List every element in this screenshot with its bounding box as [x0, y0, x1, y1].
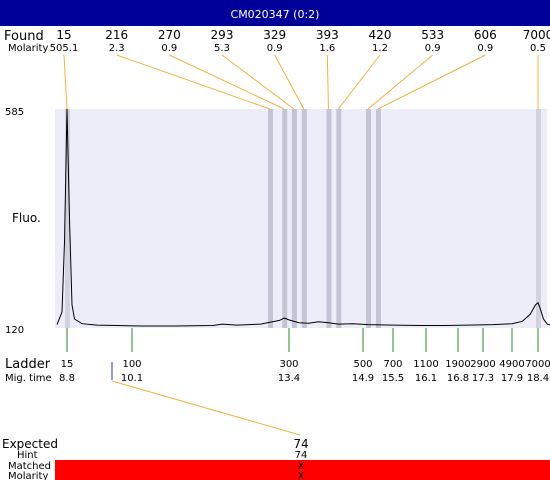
- found-connector: [169, 54, 285, 110]
- peak-band: [282, 109, 288, 328]
- molarity-bottom-value: X: [298, 471, 305, 480]
- found-molarity-label: 0.9: [267, 43, 283, 54]
- ladder-time-label: 16.1: [415, 373, 437, 384]
- peak-band: [301, 109, 307, 328]
- found-molarity-label: 2.3: [109, 43, 125, 54]
- peak-band: [267, 109, 273, 328]
- matched-label: Matched: [8, 461, 51, 472]
- found-molarity-label: 0.9: [425, 43, 441, 54]
- ladder-size-label: 1100: [413, 359, 438, 370]
- peak-band: [336, 109, 342, 328]
- found-connector: [221, 54, 295, 110]
- y-min-label: 120: [5, 325, 24, 336]
- found-connector: [326, 54, 329, 110]
- found-connector: [377, 54, 486, 110]
- ladder-size-label: 7000: [525, 359, 550, 370]
- peak-band: [65, 109, 70, 328]
- found-molarity-label: 505.1: [50, 43, 79, 54]
- hint-value: 74: [295, 450, 308, 461]
- ladder-row-label: Ladder: [5, 357, 51, 372]
- found-size-label: 533: [421, 28, 444, 42]
- found-size-label: 216: [105, 28, 128, 42]
- hint-connector-line: [111, 380, 301, 436]
- ladder-size-label: 15: [61, 359, 74, 370]
- peak-band: [366, 109, 371, 328]
- ladder-size-label: 500: [353, 359, 372, 370]
- found-size-label: 393: [316, 28, 339, 42]
- molarity-row-label: Molarity: [8, 43, 48, 54]
- ladder-time-label: 13.4: [278, 373, 300, 384]
- molarity-bottom-label: Molarity: [8, 471, 48, 480]
- ladder-time-label: 10.1: [121, 373, 143, 384]
- found-molarity-label: 0.9: [477, 43, 493, 54]
- found-molarity-label: 5.3: [214, 43, 230, 54]
- found-size-label: 15: [56, 28, 71, 42]
- migtime-row-label: Mig. time: [5, 373, 52, 384]
- peak-band: [291, 109, 297, 328]
- found-connector: [337, 54, 381, 110]
- found-row-label: Found: [4, 29, 44, 44]
- found-connector: [274, 54, 305, 110]
- plot-area: [55, 109, 547, 328]
- peak-band: [376, 109, 381, 328]
- ladder-size-label: 4900: [499, 359, 524, 370]
- found-size-label: 329: [263, 28, 286, 42]
- ladder-size-label: 1900: [445, 359, 470, 370]
- ladder-size-label: 300: [279, 359, 298, 370]
- found-molarity-label: 1.2: [372, 43, 388, 54]
- matched-bar: [55, 460, 550, 480]
- found-size-label: 7000: [523, 28, 550, 42]
- y-axis-label: Fluo.: [12, 211, 41, 225]
- ladder-time-label: 18.4: [527, 373, 549, 384]
- ladder-time-label: 8.8: [59, 373, 75, 384]
- sample-title: CM020347 (0:2): [231, 8, 320, 21]
- peak-band: [536, 109, 541, 328]
- matched-value: X: [298, 461, 305, 472]
- found-connector-lines: [63, 54, 539, 110]
- y-max-label: 585: [5, 107, 24, 118]
- found-connector: [63, 54, 68, 110]
- ladder-markers: 15 8.8 100 10.1 300 13.4 500 14.9 700 15.5 1100 16.…: [59, 328, 550, 384]
- title-bar: [0, 0, 550, 26]
- found-connector: [367, 54, 433, 110]
- found-connector: [116, 54, 271, 110]
- ladder-size-label: 2900: [470, 359, 495, 370]
- found-size-label: 293: [211, 28, 234, 42]
- ladder-time-label: 16.8: [447, 373, 469, 384]
- fluorescence-trace: [56, 108, 550, 327]
- found-size-label: 420: [369, 28, 392, 42]
- found-size-label: 270: [158, 28, 181, 42]
- ladder-time-label: 17.3: [472, 373, 494, 384]
- ladder-size-label: 100: [122, 359, 141, 370]
- found-peak-labels: 15505.12162.32700.92935.33290.93931.6420…: [50, 28, 550, 54]
- found-molarity-label: 0.5: [530, 43, 546, 54]
- ladder-time-label: 17.9: [501, 373, 523, 384]
- found-molarity-label: 0.9: [161, 43, 177, 54]
- ladder-time-label: 15.5: [382, 373, 404, 384]
- hint-label: Hint: [17, 450, 38, 461]
- ladder-time-label: 14.9: [352, 373, 374, 384]
- found-molarity-label: 1.6: [319, 43, 335, 54]
- ladder-size-label: 700: [383, 359, 402, 370]
- found-size-label: 606: [474, 28, 497, 42]
- peak-band: [326, 109, 332, 328]
- peak-bands: [65, 109, 541, 328]
- expected-value: 74: [293, 437, 308, 451]
- expected-label: Expected: [2, 437, 58, 451]
